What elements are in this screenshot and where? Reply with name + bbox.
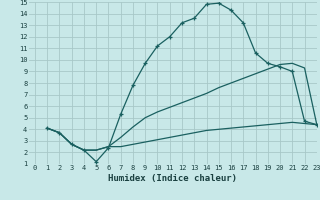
- X-axis label: Humidex (Indice chaleur): Humidex (Indice chaleur): [108, 174, 237, 183]
